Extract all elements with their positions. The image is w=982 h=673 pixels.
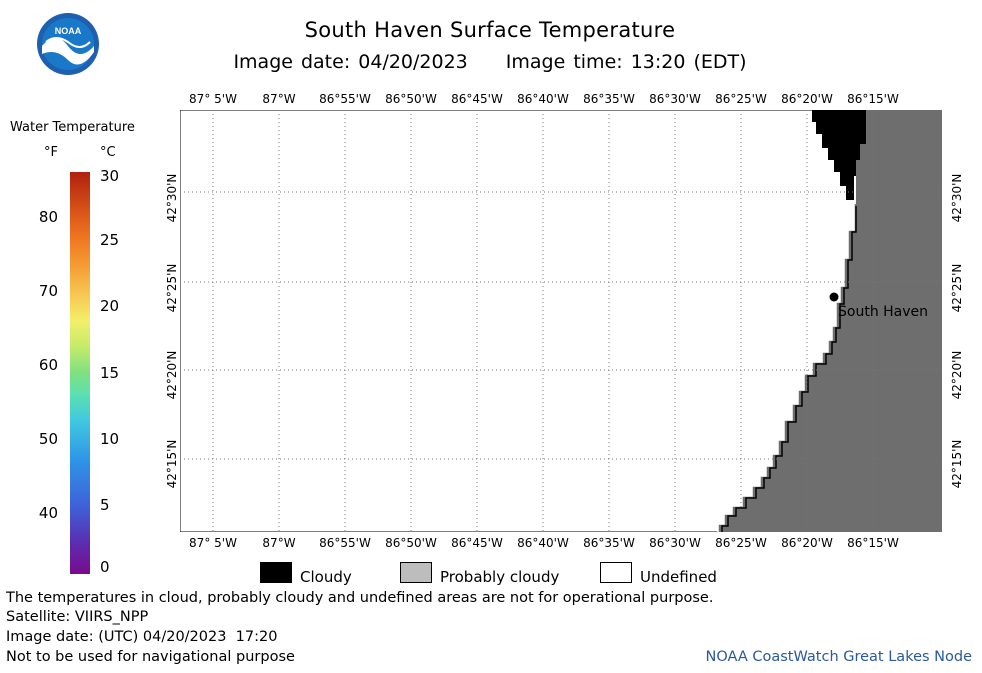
lon-label-bottom: 86°15'W [847,536,899,550]
probably-cloudy-swatch [400,562,432,583]
lon-label-bottom: 86°50'W [385,536,437,550]
utc-date-text: Image date: (UTC) 04/20/2023 17:20 [6,629,278,645]
credit-text: NOAA CoastWatch Great Lakes Node [705,649,972,665]
lat-label-left: 42°25'N [165,263,179,313]
temperature-colorbar [70,172,90,574]
lon-label-bottom: 86°45'W [451,536,503,550]
cloudy-label: Cloudy [300,568,352,586]
probably-cloudy-label: Probably cloudy [440,568,560,586]
f-tick: 70 [38,282,58,300]
land-area [718,110,942,532]
lon-label-top: 86°15'W [847,92,899,106]
undefined-label: Undefined [640,568,717,586]
c-tick: 20 [100,297,120,315]
lon-label-bottom: 86°20'W [781,536,833,550]
logo-text: NOAA [55,26,82,36]
cloudy-swatch [260,562,292,583]
lat-label-left: 42°15'N [165,439,179,489]
c-tick: 0 [100,558,110,576]
f-tick: 60 [38,356,58,374]
c-tick: 25 [100,231,120,249]
lon-label-bottom: 86°25'W [715,536,767,550]
lon-label-bottom: 87°W [262,536,296,550]
lon-label-top: 86°55'W [319,92,371,106]
lon-label-bottom: 86°35'W [583,536,635,550]
map-panel: South Haven [180,110,942,532]
lon-label-top: 86°25'W [715,92,767,106]
unit-fahrenheit: °F [44,145,58,160]
unit-celsius: °C [100,145,116,160]
noaa-logo: NOAA [37,13,99,75]
lat-label-right: 42°30'N [950,173,964,223]
cloud-area [812,110,866,200]
lon-label-top: 86°30'W [649,92,701,106]
lon-label-bottom: 86°30'W [649,536,701,550]
f-tick: 80 [38,208,58,226]
c-tick: 10 [100,430,120,448]
map-title: South Haven Surface Temperature [304,18,676,42]
lon-label-bottom: 86°55'W [319,536,371,550]
lon-label-top: 87°W [262,92,296,106]
image-date: Image date: 04/20/2023 [233,51,468,73]
lat-label-right: 42°25'N [950,263,964,313]
c-tick: 30 [100,167,120,185]
coastline [717,204,855,532]
lon-label-top: 86°20'W [781,92,833,106]
lon-label-top: 86°45'W [451,92,503,106]
image-time: Image time: 13:20 (EDT) [505,51,747,73]
c-tick: 15 [100,364,120,382]
navigation-warning: Not to be used for navigational purpose [6,649,295,665]
lat-label-right: 42°20'N [950,350,964,400]
f-tick: 50 [38,430,58,448]
lon-label-top: 86°50'W [385,92,437,106]
grid-lines [180,110,942,532]
disclaimer-text: The temperatures in cloud, probably clou… [6,590,714,606]
c-tick: 5 [100,496,110,514]
undefined-swatch [600,562,632,583]
f-tick: 40 [38,504,58,522]
map-subtitle: Image date: 04/20/2023 Image time: 13:20 … [180,51,800,73]
lon-label-bottom: 87° 5'W [189,536,237,550]
lat-label-left: 42°20'N [165,350,179,400]
lat-label-right: 42°15'N [950,439,964,489]
lon-label-top: 86°35'W [583,92,635,106]
colorbar-title: Water Temperature [10,120,135,135]
lon-label-bottom: 86°40'W [517,536,569,550]
lat-label-left: 42°30'N [165,173,179,223]
south-haven-label: South Haven [838,304,928,320]
lon-label-top: 87° 5'W [189,92,237,106]
satellite-text: Satellite: VIIRS_NPP [6,609,149,625]
lon-label-top: 86°40'W [517,92,569,106]
south-haven-marker [829,292,839,302]
